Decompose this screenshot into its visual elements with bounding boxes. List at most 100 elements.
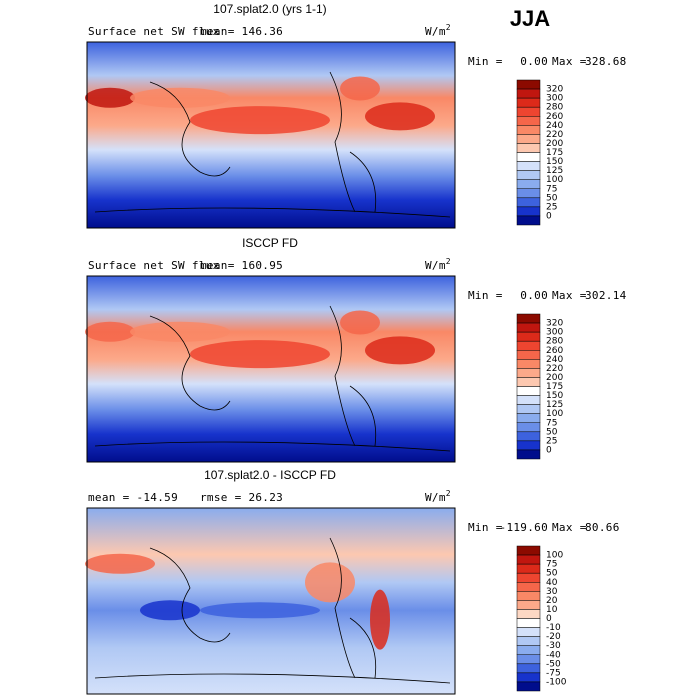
colorbar-box [516,654,541,665]
colorbar-label: 240 [546,355,563,365]
coastline [94,537,451,684]
colorbar-label: -30 [546,641,561,651]
min-label: Min = [468,55,503,68]
colorbar-box [516,368,541,378]
colorbar-label: 150 [546,157,563,167]
map-region [370,589,390,650]
colorbar-box [516,215,541,226]
max-value: 328.68 [585,55,627,68]
colorbar-label: 220 [546,130,563,140]
map-region [85,87,135,108]
colorbar-label: 75 [546,560,557,570]
map-region [340,310,380,335]
colorbar-box [516,545,541,556]
colorbar-label: 75 [546,184,557,194]
colorbar-box [516,404,541,414]
map-field [86,41,456,229]
colorbar-label: 10 [546,605,558,615]
max-label: Max = [552,55,587,68]
map-field [86,507,456,695]
colorbar-label: 50 [546,427,558,437]
colorbar-label: 0 [546,211,552,221]
units-label: W/m2 [425,257,451,273]
colorbar-label: 320 [546,319,563,329]
map-field [86,275,456,463]
colorbar-label: 100 [546,409,563,419]
units-power: 2 [446,23,451,32]
field-label: mean = -14.59 [88,491,178,504]
colorbar-label: 50 [546,569,558,579]
field-label: Surface net SW flux [88,259,220,272]
colorbar-box [516,197,541,208]
colorbar-box [516,440,541,451]
map-frame [86,275,456,463]
colorbar-box [516,422,541,433]
colorbar-box [516,161,541,171]
map-region [190,340,330,369]
colorbar-box [516,206,541,217]
colorbar-label: 240 [546,121,563,131]
colorbar-label: 30 [546,587,558,597]
colorbar-box [516,591,541,601]
colorbar-label: 125 [546,400,563,410]
colorbar-box [516,449,541,460]
colorbar-label: -10 [546,623,561,633]
units-base: W/m [425,25,446,38]
colorbar-box [516,563,541,574]
colorbar-label: 300 [546,328,563,338]
min-value: -119.60 [500,521,548,534]
colorbar-box [516,359,541,369]
colorbar-label: 320 [546,85,563,95]
colorbar-label: 150 [546,391,563,401]
stat-label: mean= 160.95 [200,259,283,272]
colorbar-box [516,395,541,405]
map-region [340,76,380,101]
colorbar-box [516,143,541,153]
max-label: Max = [552,289,587,302]
colorbar-box [516,88,541,99]
season-label: JJA [510,6,550,31]
colorbar-label: 260 [546,346,563,356]
min-value: 0.00 [520,55,548,68]
colorbar-box [516,672,541,683]
max-value: 80.66 [585,521,620,534]
colorbar-label: -40 [546,650,561,660]
colorbar-box [516,79,541,90]
colorbar-label: 200 [546,373,563,383]
colorbar-box [516,152,541,162]
stat-label: mean= 146.36 [200,25,283,38]
colorbar-label: 20 [546,596,558,606]
colorbar-box [516,572,541,583]
panel-title: 107.splat2.0 (yrs 1-1) [213,2,326,16]
map-region [200,602,320,619]
map-region [305,562,355,603]
units-base: W/m [425,491,446,504]
colorbar-box [516,340,541,351]
colorbar-label: 260 [546,112,563,122]
colorbar-label: 25 [546,202,557,212]
units-power: 2 [446,257,451,266]
colorbar-box [516,350,541,360]
colorbar-box [516,377,541,387]
colorbar-label: 175 [546,382,563,392]
colorbar-label: 0 [546,445,552,455]
map-region [85,553,155,574]
panel-title: ISCCP FD [242,236,298,250]
colorbar-box [516,681,541,692]
colorbar-box [516,663,541,674]
units-label: W/m2 [425,489,451,505]
map-region [140,600,200,621]
colorbar-label: 100 [546,551,563,561]
map-region [85,321,135,342]
map-region [130,87,230,108]
panel-title: 107.splat2.0 - ISCCP FD [204,468,336,482]
coastline [94,305,451,452]
colorbar-label: -50 [546,659,561,669]
colorbar-label: 280 [546,337,563,347]
colorbar-box [516,106,541,117]
colorbar-box [516,134,541,144]
map-region [190,106,330,135]
colorbar-label: 200 [546,139,563,149]
map-region [365,102,435,131]
